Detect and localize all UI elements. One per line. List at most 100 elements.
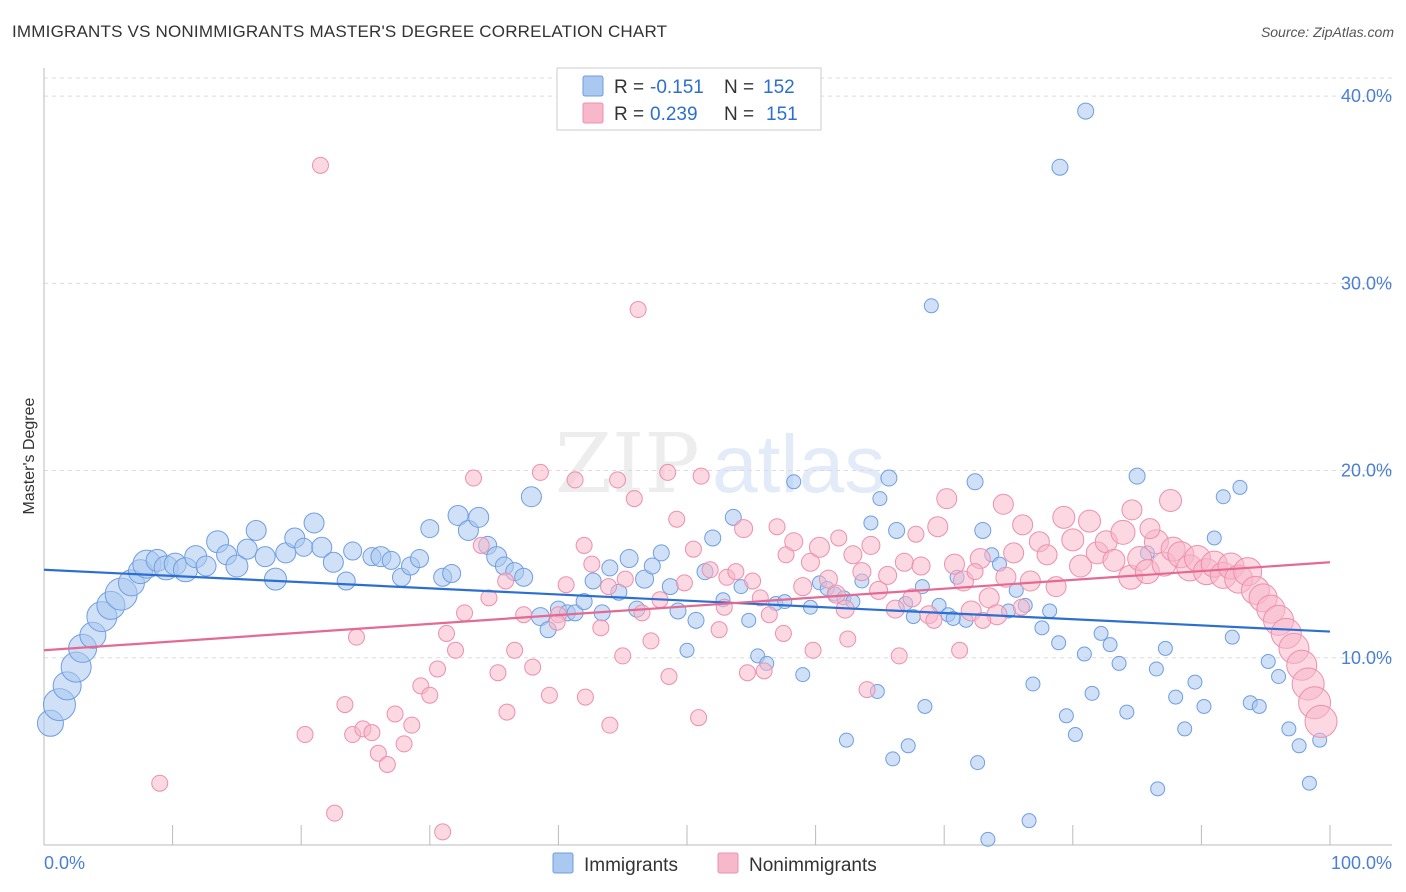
immigrants-point-44 — [468, 506, 490, 528]
immigrants-point-109 — [1034, 620, 1050, 636]
immigrants-point-35 — [381, 550, 401, 570]
immigrants-point-39 — [420, 519, 440, 539]
immigrants-point-67 — [669, 602, 687, 620]
immigrants-point-128 — [1206, 530, 1222, 546]
immigrants-point-30 — [322, 551, 344, 573]
nonimmigrants-point-42 — [668, 510, 686, 528]
immigrants-point-59 — [601, 559, 619, 577]
nonimmigrants-point-120 — [1304, 704, 1338, 738]
nonimmigrants-point-29 — [557, 576, 575, 594]
nonimmigrants-point-133 — [858, 681, 876, 699]
nonimmigrants-trend-line — [43, 561, 1331, 652]
nonimmigrants-point-27 — [540, 686, 558, 704]
immigrants-point-32 — [343, 541, 363, 561]
nonimmigrants-point-94 — [1102, 548, 1126, 572]
nonimmigrants-point-82 — [1003, 542, 1025, 564]
bottom-legend-swatch-nonimmigrants — [717, 852, 739, 874]
nonimmigrants-point-53 — [760, 606, 778, 624]
x-tick-label-min: 0.0% — [44, 853, 85, 873]
nonimmigrants-point-14 — [429, 660, 447, 678]
nonimmigrants-point-89 — [1061, 528, 1085, 552]
nonimmigrants-point-46 — [701, 561, 719, 579]
immigrants-point-143 — [1021, 813, 1037, 829]
immigrants-point-66 — [661, 578, 679, 596]
nonimmigrants-point-124 — [347, 628, 365, 646]
immigrants-point-63 — [635, 569, 655, 589]
immigrants-point-114 — [1076, 646, 1092, 662]
immigrants-point-90 — [872, 491, 888, 507]
immigrants-point-69 — [687, 611, 705, 629]
y-tick-labels: 10.0% 20.0% 30.0% 40.0% — [1341, 86, 1392, 668]
nonimmigrants-point-66 — [869, 580, 889, 600]
watermark: ZIP atlas — [555, 417, 885, 512]
nonimmigrants-point-34 — [600, 578, 618, 596]
y-tick-label-20: 20.0% — [1341, 461, 1392, 481]
nonimmigrants-point-6 — [363, 724, 381, 742]
nonimmigrants-point-30 — [566, 471, 584, 489]
immigrants-point-147 — [838, 732, 854, 748]
nonimmigrants-point-73 — [927, 516, 949, 538]
immigrants-point-80 — [786, 474, 802, 490]
bottom-legend-swatch-immigrants — [552, 852, 574, 874]
nonimmigrants-point-65 — [861, 535, 881, 555]
immigrants-point-81 — [795, 667, 811, 683]
immigrants-point-108 — [1025, 676, 1041, 692]
immigrants-point-142 — [980, 831, 996, 847]
nonimmigrants-point-19 — [472, 536, 490, 554]
immigrants-point-130 — [1224, 629, 1240, 645]
nonimmigrants-point-142 — [992, 493, 1014, 515]
immigrants-point-115 — [1084, 685, 1100, 701]
immigrants-point-92 — [888, 521, 906, 539]
immigrants-point-22 — [245, 519, 267, 541]
immigrants-point-122 — [1148, 661, 1164, 677]
immigrants-point-145 — [970, 755, 986, 771]
immigrants-point-29 — [311, 536, 333, 558]
nonimmigrants-point-70 — [902, 588, 922, 608]
immigrants-point-146 — [917, 698, 933, 714]
nonimmigrants-point-21 — [489, 664, 507, 682]
nonimmigrants-point-86 — [1036, 544, 1058, 566]
immigrants-point-91 — [880, 469, 898, 487]
nonimmigrants-point-24 — [515, 606, 533, 624]
immigrants-point-119 — [1119, 704, 1135, 720]
immigrants-point-137 — [1291, 738, 1307, 754]
immigrants-point-68 — [679, 642, 695, 658]
immigrants-point-129 — [1215, 489, 1231, 505]
nonimmigrants-point-2 — [151, 774, 169, 792]
immigrants-point-111 — [1051, 635, 1067, 651]
immigrants-point-131 — [1232, 479, 1248, 495]
legend-n-value-nonimmigrants: 151 — [766, 104, 798, 125]
nonimmigrants-point-26 — [531, 463, 549, 481]
immigrants-point-133 — [1251, 698, 1267, 714]
nonimmigrants-point-139 — [830, 529, 848, 547]
immigrants-point-136 — [1281, 721, 1297, 737]
legend-n-label-nonimmigrants: N = — [724, 104, 754, 125]
immigrants-point-71 — [704, 529, 722, 547]
nonimmigrants-point-141 — [966, 563, 984, 581]
immigrants-point-96 — [923, 298, 939, 314]
legend-r-value-nonimmigrants: 0.239 — [650, 104, 698, 125]
legend-r-label-nonimmigrants: R = — [614, 104, 644, 125]
nonimmigrants-point-22 — [497, 572, 515, 590]
nonimmigrants-point-18 — [465, 469, 483, 487]
legend-r-value-immigrants: -0.151 — [650, 77, 704, 98]
nonimmigrants-point-44 — [684, 540, 702, 558]
nonimmigrants-point-32 — [583, 555, 601, 573]
nonimmigrants-point-47 — [710, 621, 728, 639]
nonimmigrants-point-84 — [1019, 570, 1041, 592]
nonimmigrants-point-146 — [755, 662, 773, 680]
nonimmigrants-point-8 — [378, 755, 396, 773]
immigrants-point-57 — [584, 572, 602, 590]
watermark-atlas: atlas — [712, 419, 885, 510]
immigrants-point-50 — [520, 486, 542, 508]
immigrants-point-73 — [724, 508, 742, 526]
nonimmigrants-point-137 — [974, 611, 992, 629]
bottom-legend: Immigrants Nonimmigrants — [552, 852, 877, 876]
immigrants-point-149 — [885, 751, 901, 767]
nonimmigrants-point-17 — [456, 604, 474, 622]
nonimmigrants-point-36 — [616, 570, 634, 588]
nonimmigrants-point-121 — [296, 726, 314, 744]
immigrants-point-75 — [741, 612, 757, 628]
nonimmigrants-point-144 — [1121, 499, 1143, 521]
nonimmigrants-point-10 — [395, 735, 413, 753]
